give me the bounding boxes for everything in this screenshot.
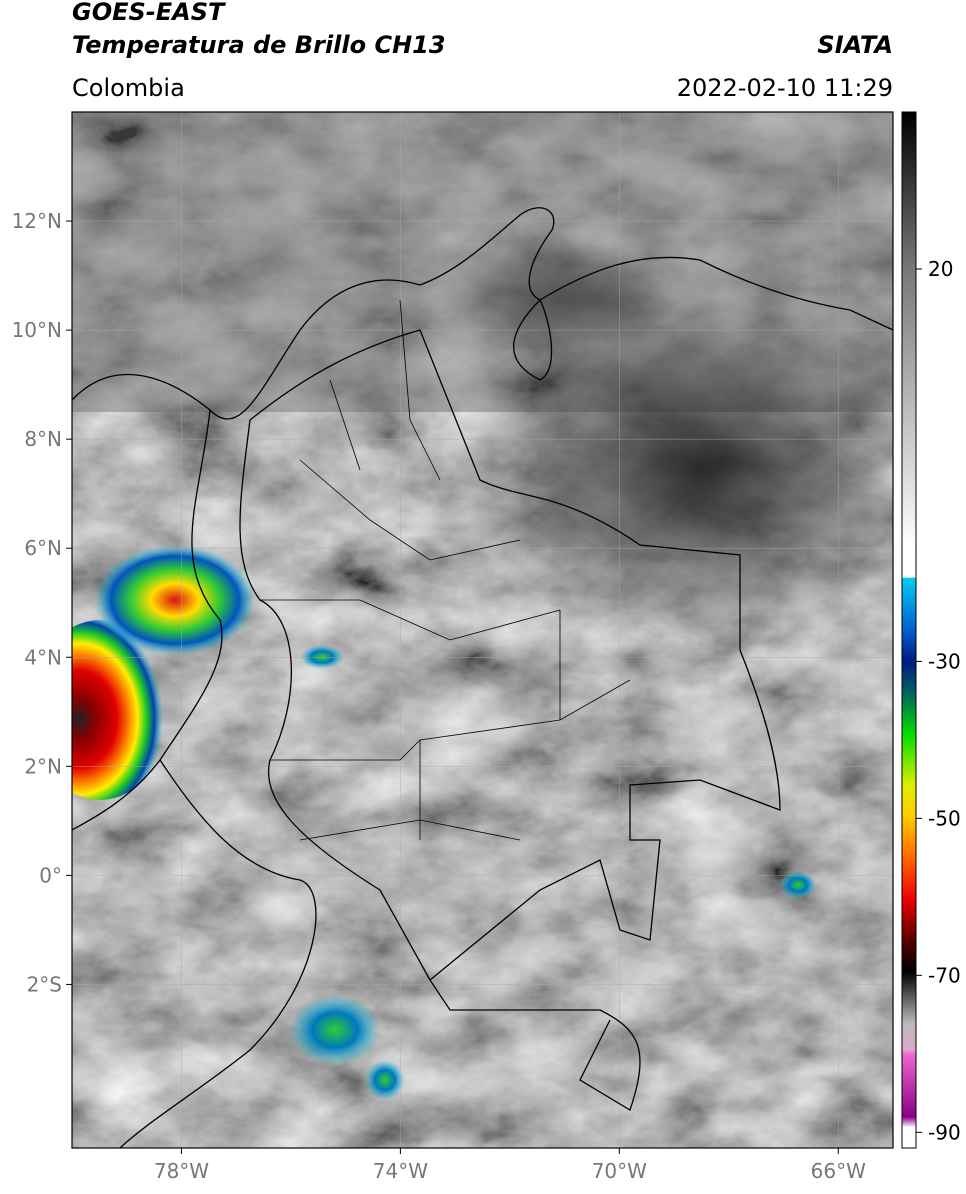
title: GOES-EAST bbox=[72, 0, 226, 26]
y-tick-label: 12°N bbox=[12, 209, 62, 233]
x-tick-label: 70°W bbox=[592, 1159, 647, 1183]
storm bbox=[72, 620, 170, 800]
storm bbox=[290, 995, 380, 1065]
y-tick-label: 8°N bbox=[24, 427, 62, 451]
x-tick-label: 74°W bbox=[373, 1159, 428, 1183]
dark-region bbox=[440, 240, 680, 360]
y-tick-label: 6°N bbox=[24, 536, 62, 560]
agency: SIATA bbox=[817, 31, 893, 59]
colorbar-ticks: 20 -30 -50 -70 -90 bbox=[916, 257, 961, 1144]
region: Colombia bbox=[72, 74, 185, 102]
axis-ticks: 78°W 74°W 70°W 66°W 12°N 10°N 8°N 6°N 4°N 2°N 0° 2°… bbox=[12, 209, 867, 1183]
y-tick-label: 10°N bbox=[12, 318, 62, 342]
y-tick-label: 2°S bbox=[27, 972, 62, 996]
colorbar-tick-label: -50 bbox=[928, 806, 961, 830]
map-frame bbox=[71, 111, 894, 1149]
colorbar-tick-label: -30 bbox=[928, 649, 961, 673]
storm bbox=[95, 545, 255, 655]
country-borders bbox=[239, 329, 781, 1111]
colorbar bbox=[901, 111, 917, 1149]
y-tick-label: 2°N bbox=[24, 754, 62, 778]
x-tick-label: 66°W bbox=[811, 1159, 866, 1183]
dark-region bbox=[460, 300, 893, 640]
colorbar-tick-label: 20 bbox=[928, 257, 953, 281]
x-tick-label: 78°W bbox=[154, 1159, 209, 1183]
coastline bbox=[72, 207, 893, 1148]
datetime: 2022-02-10 11:29 bbox=[677, 74, 893, 102]
department-borders bbox=[260, 299, 631, 841]
colorbar-tick-label: -70 bbox=[928, 963, 961, 987]
y-tick-label: 0° bbox=[39, 863, 62, 887]
storm bbox=[780, 871, 816, 899]
storm bbox=[365, 1060, 405, 1100]
satellite-image bbox=[72, 112, 893, 1148]
subtitle: Temperatura de Brillo CH13 bbox=[72, 31, 446, 59]
colorbar-tick-label: -90 bbox=[928, 1120, 961, 1144]
y-tick-label: 4°N bbox=[24, 645, 62, 669]
